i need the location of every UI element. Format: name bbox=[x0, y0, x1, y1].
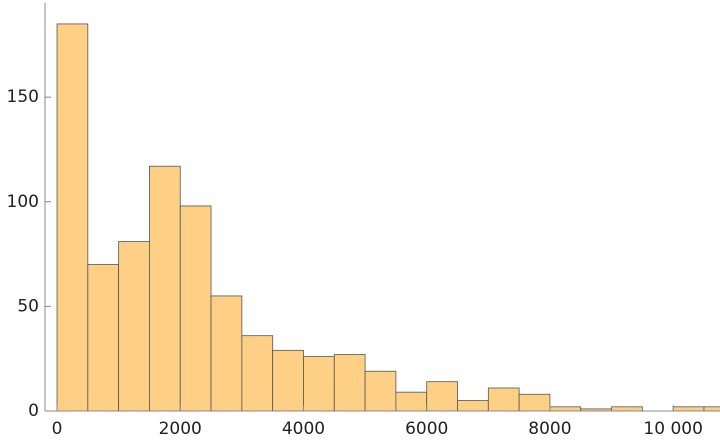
x-tick-label: 6000 bbox=[405, 419, 448, 439]
bar bbox=[426, 381, 458, 412]
x-tick-label: 4000 bbox=[282, 419, 325, 439]
bars bbox=[56, 23, 720, 412]
bar bbox=[241, 335, 274, 412]
bar bbox=[395, 391, 428, 412]
bar bbox=[518, 393, 551, 412]
y-tick-label: 100 bbox=[7, 192, 39, 212]
bar bbox=[179, 205, 212, 412]
x-tick-label: 10 000 bbox=[643, 419, 702, 439]
bar bbox=[87, 264, 120, 412]
x-tick-label: 0 bbox=[52, 419, 63, 439]
y-tick-label: 0 bbox=[28, 401, 39, 421]
bar bbox=[56, 23, 89, 412]
bar bbox=[487, 387, 520, 412]
bar bbox=[149, 165, 181, 412]
bar bbox=[364, 370, 397, 412]
bar bbox=[611, 406, 643, 412]
bar bbox=[303, 356, 335, 412]
x-tick-label: 8000 bbox=[528, 419, 571, 439]
bar bbox=[118, 241, 150, 412]
bar bbox=[672, 406, 705, 412]
bar bbox=[457, 400, 489, 412]
y-tick-label: 50 bbox=[17, 296, 39, 316]
y-tick-label: 150 bbox=[7, 87, 39, 107]
bar bbox=[703, 406, 720, 412]
x-tick-label: 2000 bbox=[159, 419, 202, 439]
bar bbox=[333, 354, 366, 412]
bar bbox=[549, 406, 582, 412]
bar bbox=[210, 295, 243, 412]
bar bbox=[272, 349, 304, 412]
